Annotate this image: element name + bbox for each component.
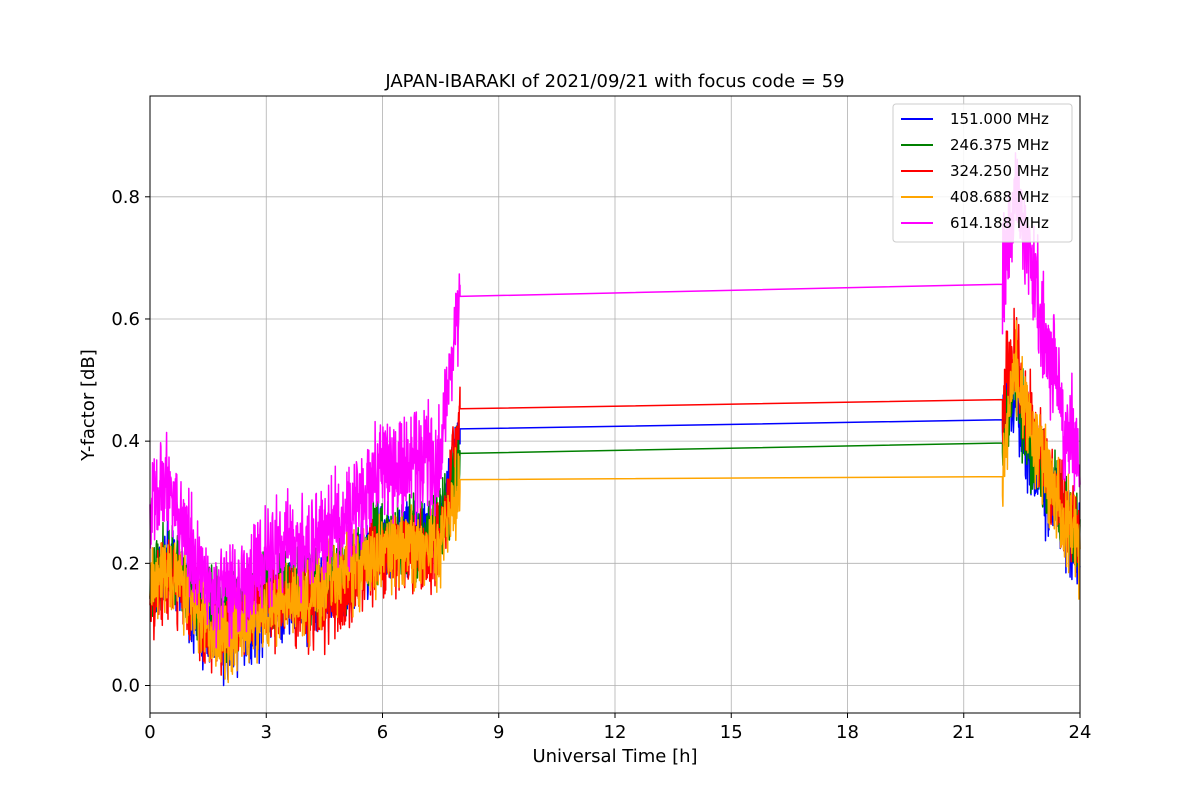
y-tick-label: 0.4 xyxy=(111,431,140,452)
x-tick-label: 24 xyxy=(1069,722,1092,743)
legend-box xyxy=(892,103,1073,243)
series-line xyxy=(149,320,1081,684)
x-tick-label: 18 xyxy=(836,722,859,743)
x-tick-label: 21 xyxy=(952,722,975,743)
legend-entry: 324.250 MHz xyxy=(950,162,1049,180)
x-tick-label: 12 xyxy=(604,722,627,743)
y-tick-label: 0.8 xyxy=(111,187,140,208)
x-axis-label: Universal Time [h] xyxy=(532,746,697,767)
y-axis: 0.0 0.2 0.4 0.6 0.8 xyxy=(111,187,150,697)
legend: 151.000 MHz 246.375 MHz 324.250 MHz 408.688… xyxy=(892,103,1073,243)
x-tick-label: 3 xyxy=(261,722,272,743)
x-tick-label: 9 xyxy=(493,722,504,743)
legend-entry: 614.188 MHz xyxy=(950,214,1049,232)
legend-entry: 151.000 MHz xyxy=(950,110,1049,128)
y-tick-label: 0.2 xyxy=(111,553,140,574)
x-axis: 0 3 6 9 12 15 18 21 24 xyxy=(144,713,1091,743)
y-tick-label: 0.6 xyxy=(111,309,140,330)
x-tick-label: 15 xyxy=(720,722,743,743)
y-tick-label: 0.0 xyxy=(111,676,140,697)
x-tick-label: 0 xyxy=(144,722,155,743)
y-axis-label: Y-factor [dB] xyxy=(78,349,99,462)
chart-title: JAPAN-IBARAKI of 2021/09/21 with focus c… xyxy=(384,71,844,92)
legend-entry: 246.375 MHz xyxy=(950,136,1049,154)
legend-entry: 408.688 MHz xyxy=(950,188,1049,206)
x-tick-label: 6 xyxy=(377,722,388,743)
